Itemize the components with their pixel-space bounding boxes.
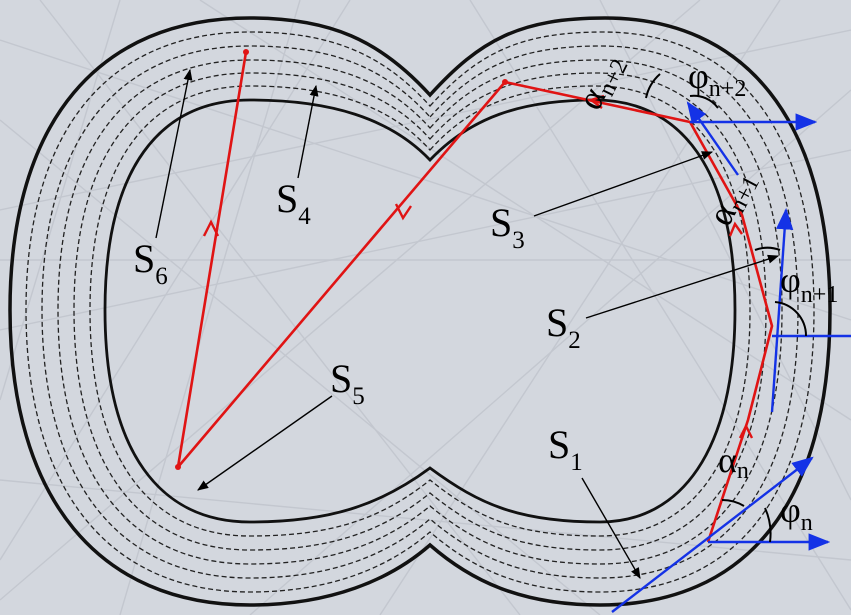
shell-dashed-2 <box>41 45 799 579</box>
label-s2: S2 <box>546 300 581 354</box>
label-alpha-n: αn <box>718 440 749 484</box>
s1-leader <box>581 477 641 579</box>
angle-arcs <box>645 73 808 543</box>
phi-n1-arc <box>774 301 808 337</box>
trajectory-arrows <box>202 94 754 439</box>
outer-boundary <box>8 16 832 607</box>
tangent-line-n2 <box>686 101 739 176</box>
reflection-points <box>175 49 508 470</box>
boundary-shells <box>8 16 832 607</box>
s2-leader <box>585 254 780 319</box>
trajectory-path <box>176 51 774 543</box>
phi-n2-arc <box>689 94 719 109</box>
shell-dashed-4 <box>73 72 767 551</box>
alpha-n1-arc <box>754 246 781 251</box>
alpha-n2-arc <box>645 73 661 99</box>
shell-dashed-3 <box>57 59 783 565</box>
shell-dashed-5 <box>89 85 751 537</box>
s3-leader <box>533 151 714 217</box>
label-phi-n1: φn+1 <box>780 260 838 308</box>
phi-n-arc <box>764 507 772 543</box>
s6-leader <box>155 68 193 239</box>
s5-leader <box>197 395 333 491</box>
alpha-n-arc <box>721 498 745 507</box>
label-s5: S5 <box>330 356 365 410</box>
inner-boundary <box>103 98 737 524</box>
shell-dashed-1 <box>25 31 815 593</box>
trajectory <box>175 49 774 543</box>
vectors <box>611 101 851 613</box>
tangent-line-n1 <box>770 207 794 413</box>
s4-leader <box>297 84 319 179</box>
label-s1: S1 <box>548 422 583 476</box>
label-s3: S3 <box>490 200 525 254</box>
label-phi-n: φn <box>780 490 813 536</box>
tangent-line-n <box>611 456 814 613</box>
label-phi-n2: φn+2 <box>688 56 746 102</box>
labels: S1 S2 S3 S4 S5 S6 αn φn αn+1 φn+1 αn+2 φ… <box>133 55 838 536</box>
label-s4: S4 <box>276 176 311 230</box>
label-s6: S6 <box>133 236 168 290</box>
leader-lines <box>155 68 780 579</box>
